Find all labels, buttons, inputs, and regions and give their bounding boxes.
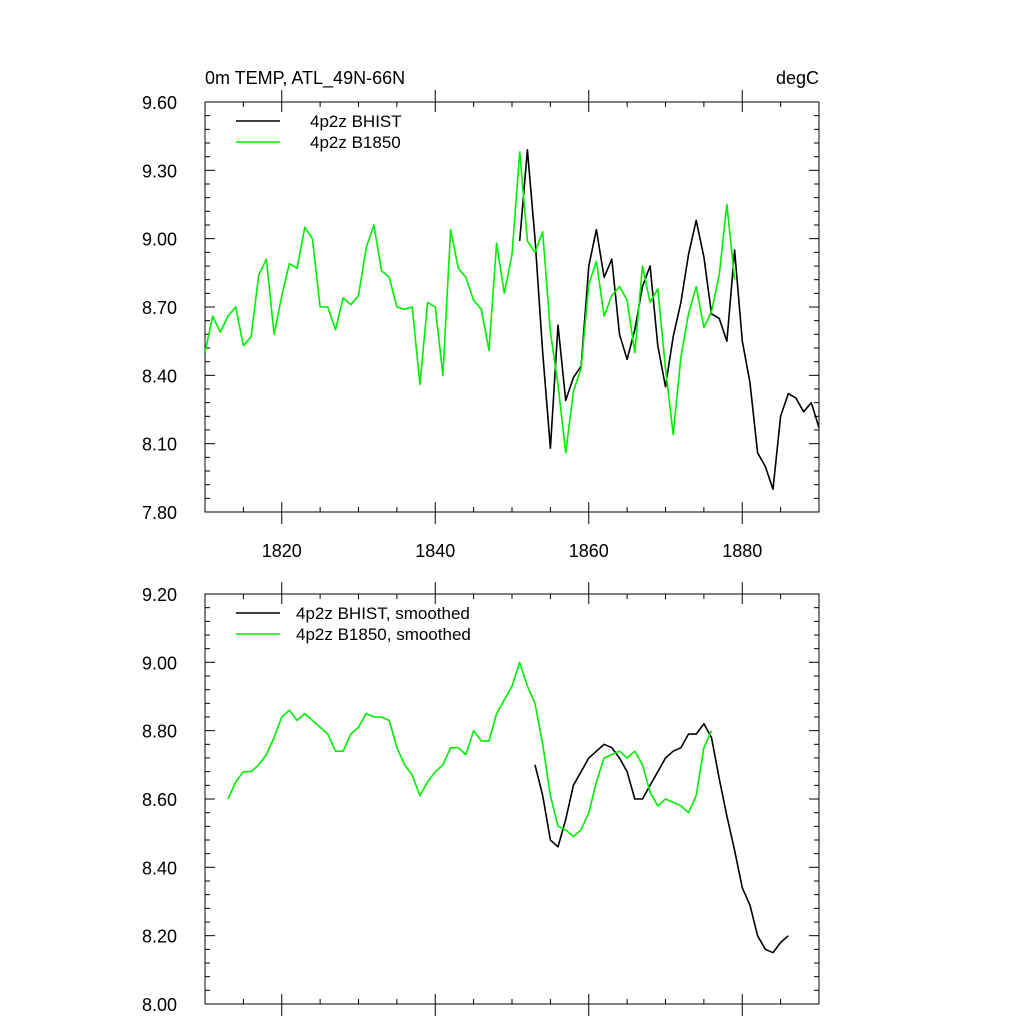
- panel-top-title: 0m TEMP, ATL_49N-66N: [205, 68, 405, 89]
- y-tick-label: 9.60: [142, 93, 177, 113]
- legend-label-b1850: 4p2z B1850: [310, 133, 401, 152]
- panel-bottom-frame: [204, 593, 820, 1005]
- x-tick-label: 1880: [722, 541, 762, 561]
- y-tick-label: 8.60: [142, 790, 177, 810]
- panel-top: 0m TEMP, ATL_49N-66N degC 9.60 9.30 9.00 8.…: [142, 68, 820, 561]
- panel-top-frame: [204, 101, 820, 513]
- legend-label-b1850-smoothed: 4p2z B1850, smoothed: [296, 625, 471, 644]
- panel-top-lines: [204, 149, 820, 491]
- legend-label-bhist: 4p2z BHIST: [310, 112, 402, 131]
- panel-top-ticks: [204, 90, 820, 524]
- series-line-bhist: [518, 149, 820, 491]
- panel-bottom-tick-labels: 9.20 9.00 8.80 8.60 8.40 8.20 8.00: [142, 585, 177, 1015]
- y-tick-label: 8.80: [142, 722, 177, 742]
- panel-bottom-legend: 4p2z BHIST, smoothed 4p2z B1850, smoothe…: [236, 604, 471, 644]
- y-tick-label: 8.20: [142, 927, 177, 947]
- y-tick-label: 9.30: [142, 161, 177, 181]
- series-line-bhist: [534, 722, 789, 954]
- legend-label-bhist-smoothed: 4p2z BHIST, smoothed: [296, 604, 470, 623]
- panel-bottom-lines: [227, 661, 789, 954]
- x-tick-label: 1840: [415, 541, 455, 561]
- y-tick-label: 9.00: [142, 653, 177, 673]
- y-tick-label: 8.00: [142, 995, 177, 1015]
- panel-bottom-ticks: [204, 582, 820, 1016]
- y-tick-label: 9.20: [142, 585, 177, 605]
- panel-top-legend: 4p2z BHIST 4p2z B1850: [236, 112, 402, 152]
- y-tick-label: 9.00: [142, 230, 177, 250]
- x-tick-label: 1860: [569, 541, 609, 561]
- series-line-b1850: [204, 151, 736, 454]
- panel-top-units: degC: [776, 68, 819, 88]
- x-tick-label: 1820: [262, 541, 302, 561]
- panel-bottom: 9.20 9.00 8.80 8.60 8.40 8.20 8.00 4p2z BHIST,…: [142, 582, 820, 1016]
- y-tick-label: 8.10: [142, 435, 177, 455]
- series-line-b1850: [227, 661, 713, 838]
- y-tick-label: 8.70: [142, 298, 177, 318]
- y-tick-label: 8.40: [142, 858, 177, 878]
- y-tick-label: 8.40: [142, 366, 177, 386]
- panel-top-tick-labels: 9.60 9.30 9.00 8.70 8.40 8.10 7.80 1820 1840 1860…: [142, 93, 762, 561]
- y-tick-label: 7.80: [142, 503, 177, 523]
